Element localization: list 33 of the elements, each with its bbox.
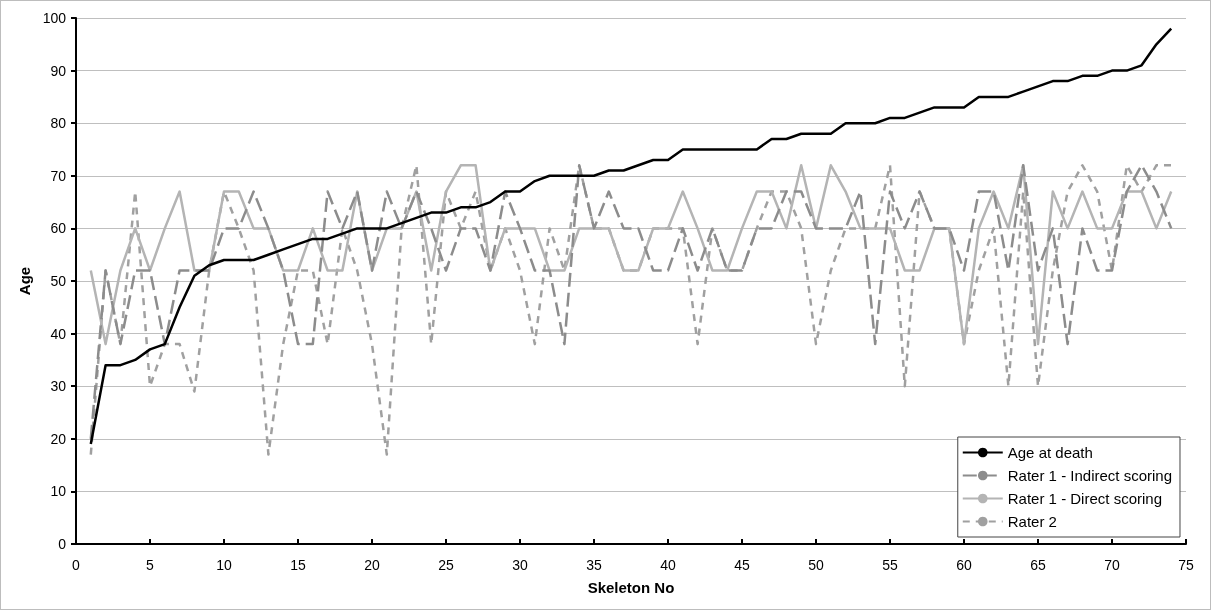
x-tick-label: 20 — [364, 557, 380, 573]
legend-label: Rater 2 — [1007, 513, 1057, 530]
x-tick-label: 75 — [1178, 557, 1194, 573]
x-tick-label: 10 — [216, 557, 232, 573]
x-tick-label: 45 — [734, 557, 750, 573]
y-axis-title: Age — [15, 266, 33, 296]
x-tick-label: 60 — [956, 557, 972, 573]
legend-label: Rater 1 - Indirect scoring — [1007, 467, 1172, 484]
y-tick-label: 10 — [50, 483, 67, 500]
y-tick-label: 60 — [50, 220, 67, 237]
y-tick-label: 80 — [50, 115, 67, 132]
legend-label: Rater 1 - Direct scoring — [1007, 490, 1162, 507]
x-tick-label: 70 — [1104, 557, 1120, 573]
y-tick-label: 50 — [50, 273, 67, 289]
y-tick-label: 30 — [50, 378, 67, 395]
x-tick-label: 50 — [808, 557, 824, 573]
x-tick-label: 15 — [290, 557, 306, 573]
y-tick-label: 40 — [50, 325, 67, 342]
x-axis-title: Skeleton No — [587, 579, 675, 596]
x-tick-label: 0 — [72, 557, 81, 573]
x-tick-label: 25 — [438, 557, 454, 573]
y-tick-label: 0 — [58, 536, 67, 552]
legend-label: Age at death — [1007, 444, 1093, 461]
y-tick-label: 70 — [50, 167, 67, 184]
x-tick-label: 65 — [1030, 557, 1046, 573]
y-tick-label: 100 — [42, 10, 67, 26]
x-tick-label: 55 — [882, 557, 898, 573]
x-tick-label: 40 — [660, 557, 676, 573]
x-tick-label: 30 — [512, 557, 528, 573]
x-tick-label: 35 — [586, 557, 602, 573]
y-tick-label: 90 — [50, 62, 67, 79]
y-tick-label: 20 — [50, 430, 67, 447]
x-tick-label: 5 — [146, 557, 155, 573]
